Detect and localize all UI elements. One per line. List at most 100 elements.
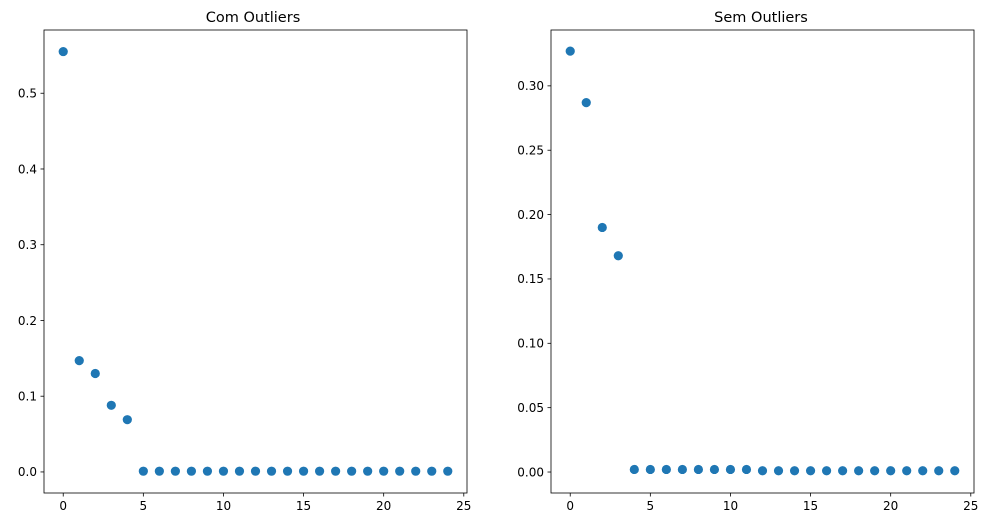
right-y-tick-label: 0.30 — [517, 79, 544, 93]
right-y-tick-label: 0.15 — [517, 272, 544, 286]
right-data-point — [597, 222, 607, 233]
right-x-tick-label: 5 — [647, 499, 655, 513]
left-y-tick: 0.2 — [18, 314, 44, 328]
right-data-point — [581, 97, 591, 108]
right-data-point — [870, 466, 880, 476]
left-data-point — [331, 466, 341, 476]
right-y-tick-label: 0.00 — [517, 465, 544, 479]
left-data-point — [202, 466, 213, 476]
left-data-point — [411, 466, 421, 476]
right-data-point — [677, 464, 687, 475]
left-y-tick: 0.3 — [18, 238, 44, 252]
right-y-tick: 0.25 — [517, 144, 551, 158]
left-x-tick-label: 15 — [296, 499, 311, 513]
right-data-point — [741, 464, 752, 475]
left-data-point — [282, 466, 293, 476]
right-y-tick: 0.10 — [517, 337, 551, 351]
left-x-tick-label: 0 — [59, 499, 67, 513]
right-x-tick-label: 15 — [803, 499, 818, 513]
left-data-point — [122, 415, 132, 425]
right-data-point — [789, 466, 800, 476]
left-y-axis-ticks: 0.0 0.1 0.2 0.3 0.4 0.5 — [18, 87, 44, 479]
right-data-point — [661, 464, 671, 475]
left-data-point — [154, 466, 164, 476]
right-x-tick-label: 10 — [723, 499, 738, 513]
right-x-tick: 10 — [723, 493, 738, 513]
left-y-tick-label: 0.0 — [18, 465, 37, 479]
right-data-point — [725, 464, 736, 475]
left-plot-frame — [43, 29, 468, 494]
right-data-point — [918, 466, 928, 476]
right-y-tick: 0.05 — [517, 401, 551, 415]
right-data-point — [934, 466, 944, 476]
right-data-point — [854, 466, 864, 476]
left-chart-title: Com Outliers — [206, 10, 301, 26]
left-y-tick-label: 0.5 — [18, 87, 37, 101]
left-y-tick: 0.1 — [18, 390, 44, 404]
left-x-tick: 20 — [376, 493, 391, 513]
right-y-tick: 0.00 — [517, 465, 551, 479]
right-plot-frame — [550, 29, 975, 494]
right-data-point — [902, 466, 912, 476]
right-data-point — [805, 466, 816, 476]
right-x-tick: 25 — [963, 493, 978, 513]
right-data-point — [773, 466, 784, 476]
right-data-point — [613, 251, 623, 261]
left-data-point — [218, 466, 229, 476]
right-data-point — [838, 466, 848, 476]
left-x-tick-label: 20 — [376, 499, 391, 513]
left-data-point — [58, 46, 68, 57]
right-data-point — [629, 464, 639, 475]
left-data-point — [379, 466, 389, 476]
right-data-point — [693, 464, 704, 475]
left-scatter-points — [58, 46, 453, 476]
right-x-tick-label: 0 — [566, 499, 574, 513]
right-data-point — [709, 464, 720, 475]
left-x-tick: 15 — [296, 493, 311, 513]
right-data-point — [565, 46, 575, 56]
right-x-axis-ticks: 0 5 10 15 20 25 — [566, 493, 978, 513]
left-x-tick: 5 — [140, 493, 148, 513]
left-data-point — [395, 466, 405, 476]
left-data-point — [266, 466, 277, 476]
left-y-tick-label: 0.1 — [18, 390, 37, 404]
left-data-point — [170, 466, 180, 476]
right-data-point — [757, 466, 768, 476]
left-data-point — [90, 368, 100, 379]
right-x-tick-label: 20 — [883, 499, 898, 513]
left-y-tick-label: 0.4 — [18, 162, 37, 176]
left-y-tick: 0.5 — [18, 87, 44, 101]
left-x-tick: 25 — [456, 493, 471, 513]
right-y-tick-label: 0.20 — [517, 208, 544, 222]
left-data-point — [314, 466, 325, 476]
right-x-tick: 0 — [566, 493, 574, 513]
left-data-point — [186, 466, 197, 476]
right-x-tick: 5 — [647, 493, 655, 513]
left-data-point — [234, 466, 245, 476]
right-x-tick-label: 25 — [963, 499, 978, 513]
right-y-tick-label: 0.25 — [517, 144, 544, 158]
left-x-tick-label: 10 — [216, 499, 231, 513]
right-y-tick: 0.20 — [517, 208, 551, 222]
right-y-tick-label: 0.10 — [517, 337, 544, 351]
left-x-tick-label: 25 — [456, 499, 471, 513]
right-y-tick: 0.30 — [517, 79, 551, 93]
left-x-tick-label: 5 — [140, 499, 148, 513]
right-data-point — [821, 466, 832, 476]
left-y-tick-label: 0.3 — [18, 238, 37, 252]
left-x-tick: 0 — [59, 493, 67, 513]
right-subplot: Sem Outliers 0 5 10 15 20 25 0.00 0.05 0.10 0.15… — [517, 10, 978, 513]
left-data-point — [347, 466, 357, 476]
left-data-point — [443, 466, 453, 476]
left-data-point — [427, 466, 437, 476]
right-data-point — [950, 466, 960, 476]
right-data-point — [645, 464, 655, 475]
left-y-tick: 0.0 — [18, 465, 44, 479]
left-data-point — [250, 466, 261, 476]
left-data-point — [298, 466, 309, 476]
left-x-tick: 10 — [216, 493, 231, 513]
right-x-tick: 20 — [883, 493, 898, 513]
left-subplot: Com Outliers 0 5 10 15 20 25 0.00.10.20.30.40… — [18, 10, 472, 513]
right-x-tick: 15 — [803, 493, 818, 513]
